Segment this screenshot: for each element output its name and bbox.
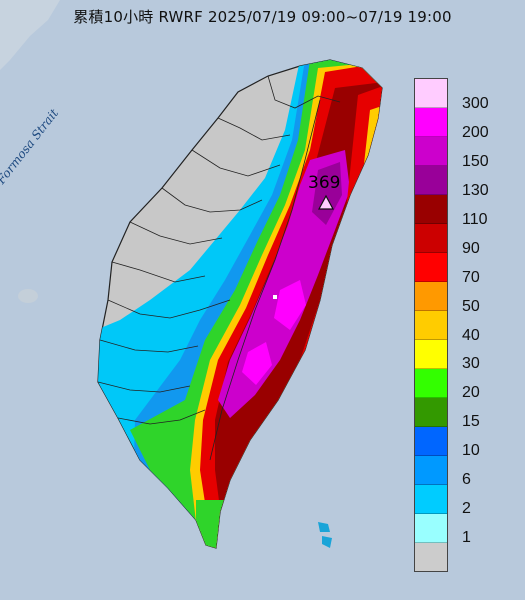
county-boundaries [97, 75, 341, 461]
legend-label: 40 [462, 326, 480, 344]
legend-swatch [415, 485, 447, 514]
legend-label: 15 [462, 413, 480, 431]
legend-label: 1 [462, 529, 471, 547]
legend-label: 20 [462, 384, 480, 402]
map-title: 累積10小時 RWRF 2025/07/19 09:00~07/19 19:00 [73, 8, 452, 26]
legend-label: 6 [462, 471, 471, 489]
legend-label: 110 [462, 210, 488, 228]
legend-swatch [415, 224, 447, 253]
legend-swatch [415, 311, 447, 340]
legend-label: 10 [462, 442, 480, 460]
legend-swatch [415, 195, 447, 224]
legend-swatch [415, 340, 447, 369]
penghu-islands [18, 289, 38, 303]
legend-swatch [415, 543, 447, 571]
legend-label: 130 [462, 181, 489, 199]
legend-swatch [415, 398, 447, 427]
legend-swatch [415, 253, 447, 282]
legend-label: 30 [462, 355, 480, 373]
green-island [318, 522, 330, 532]
legend-label: 70 [462, 268, 480, 286]
legend-swatch [415, 282, 447, 311]
legend-swatch [415, 456, 447, 485]
legend-label: 150 [462, 152, 489, 170]
legend-labels: 300 200 150 130 110 90 70 50 40 30 20 15 10 6 2 1 [462, 95, 522, 558]
legend-label: 300 [462, 95, 489, 112]
legend-swatch [415, 369, 447, 398]
station-dot [273, 295, 277, 299]
legend-swatch [415, 427, 447, 456]
triangle-marker [317, 194, 335, 210]
legend-swatch [415, 79, 447, 108]
legend-label: 2 [462, 500, 471, 518]
max-value-label: 369 [308, 173, 341, 193]
legend-label: 90 [462, 239, 480, 257]
color-legend [414, 78, 448, 572]
legend-label: 200 [462, 123, 489, 141]
legend-label: 50 [462, 297, 480, 315]
china-coast [0, 0, 60, 70]
orchid-island [322, 536, 332, 548]
legend-swatch [415, 514, 447, 543]
legend-swatch [415, 108, 447, 137]
legend-swatch [415, 137, 447, 166]
legend-swatch [415, 166, 447, 195]
